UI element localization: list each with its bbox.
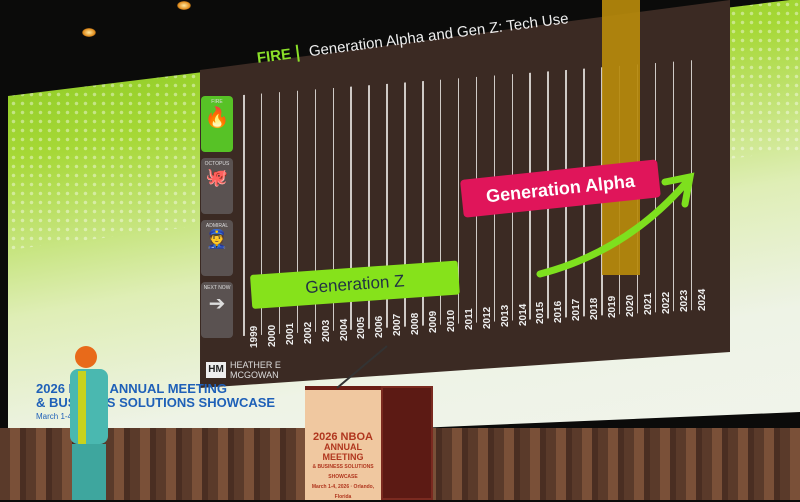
year-tick-label: 2010 — [445, 309, 457, 332]
year-tick-label: 2016 — [553, 300, 565, 323]
year-tick-label: 2011 — [463, 308, 475, 330]
growth-arrow-icon — [536, 172, 695, 278]
year-tick-label: 2021 — [642, 292, 654, 315]
side-tile-fire: FIRE 🔥 — [201, 96, 233, 152]
presenter-name: HEATHER E MCGOWAN — [230, 360, 281, 380]
year-tick-label: 2003 — [320, 319, 332, 342]
chart-gridline — [386, 60, 388, 336]
year-tick-label: 2013 — [499, 304, 511, 327]
presenter-logo: HM — [206, 362, 226, 378]
year-tick-label: 2017 — [571, 298, 583, 321]
year-tick-label: 2002 — [302, 321, 314, 344]
chart-gridline — [314, 60, 317, 336]
year-tick-label: 2022 — [660, 291, 672, 314]
podium — [305, 386, 381, 500]
year-tick-label: 2012 — [481, 306, 493, 329]
year-tick-label: 2018 — [589, 297, 601, 320]
year-tick-label: 1999 — [249, 325, 260, 348]
chart-gridline — [422, 60, 424, 336]
side-tile-admiral: ADMIRAL 👮 — [201, 220, 233, 276]
podium-side — [381, 386, 433, 500]
year-tick-label: 2001 — [284, 322, 296, 345]
chart-gridline — [350, 60, 352, 336]
side-tile-octopus: OCTOPUS 🐙 — [201, 158, 233, 214]
year-tick-label: 2020 — [624, 294, 636, 317]
microphone-icon — [336, 345, 388, 389]
year-tick-label: 2007 — [392, 313, 404, 336]
podium-sign: 2026 NBOA ANNUAL MEETING & BUSINESS SOLU… — [311, 431, 375, 501]
chart-gridline — [368, 60, 370, 336]
side-tile-next-now: NEXT NOW ➔ — [201, 282, 233, 338]
stage-light — [177, 1, 191, 10]
year-tick-label: 2005 — [356, 316, 368, 339]
chart-gridline — [404, 60, 406, 336]
chart-gridline — [332, 60, 334, 336]
year-tick-label: 2015 — [535, 301, 547, 324]
chart-gridline — [278, 60, 281, 336]
year-tick-label: 2019 — [607, 295, 618, 318]
chart-gridline — [654, 60, 657, 336]
chart-gridline — [243, 60, 245, 336]
year-tick-label: 2024 — [696, 288, 708, 311]
stage-light — [82, 28, 96, 37]
year-tick-label: 2004 — [338, 318, 350, 341]
year-tick-label: 2023 — [678, 289, 690, 312]
year-tick-label: 2000 — [266, 324, 278, 347]
chart-gridline — [439, 60, 442, 336]
chart-gridline — [690, 60, 692, 336]
speaker-person — [70, 346, 108, 500]
chart-gridline — [457, 60, 460, 336]
year-tick-label: 2008 — [410, 312, 422, 335]
year-tick-label: 2006 — [374, 315, 386, 338]
chart-gridline — [296, 60, 299, 336]
year-tick-label: 2014 — [517, 303, 529, 326]
chart-gridline — [260, 60, 263, 336]
year-tick-label: 2009 — [428, 310, 439, 333]
